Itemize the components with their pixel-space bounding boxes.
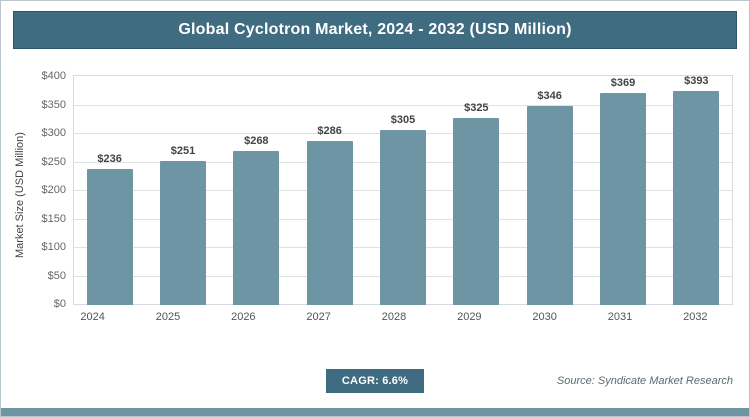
bar-value-label: $251 (170, 144, 196, 157)
y-tick-label: $200 (41, 184, 66, 196)
x-tick-label: 2029 (457, 311, 482, 323)
bar-column: $286 (293, 75, 366, 305)
x-tick-label: 2024 (80, 311, 105, 323)
bar-column: $236 (73, 75, 146, 305)
bar (379, 129, 426, 305)
y-tick-label: $400 (41, 70, 66, 82)
chart-section: Market Size (USD Million) $0 $50 $100 $150 $… (1, 49, 749, 310)
bar (86, 169, 133, 305)
x-tick-label: 2026 (231, 311, 256, 323)
bar (599, 92, 646, 305)
x-tick-label: 2031 (607, 311, 633, 323)
cagr-badge: CAGR: 6.6% (325, 369, 425, 393)
x-tick-label: 2032 (683, 311, 708, 323)
y-tick-label: $250 (41, 155, 66, 168)
bar-value-label: $286 (317, 124, 342, 137)
y-tick-label: $300 (41, 127, 66, 139)
bar-value-label: $325 (464, 102, 489, 115)
bar (233, 150, 280, 305)
bar-value-label: $236 (97, 153, 122, 166)
bar-column: $268 (220, 75, 293, 305)
bar-value-label: $369 (610, 76, 636, 89)
bottom-strip (1, 408, 749, 416)
bar-value-label: $305 (390, 113, 416, 126)
bar-column: $369 (586, 75, 659, 305)
y-tick-label: $50 (47, 269, 66, 282)
source-text: Source: Syndicate Market Research (556, 375, 733, 387)
y-axis-title: Market Size (USD Million) (14, 132, 26, 258)
bar (306, 140, 353, 305)
x-tick-label: 2028 (381, 311, 407, 323)
footer-row: CAGR: 6.6% Source: Syndicate Market Rese… (1, 368, 749, 394)
x-tick-label: 2027 (306, 311, 331, 323)
bar-column: $325 (440, 75, 513, 305)
y-tick-label: $0 (53, 298, 66, 310)
bar-value-label: $393 (684, 75, 709, 87)
bar (159, 160, 206, 305)
y-tick-label: $100 (41, 241, 66, 253)
bar-column: $346 (513, 75, 586, 305)
bar-value-label: $346 (537, 90, 562, 103)
y-tick-label: $150 (41, 212, 66, 225)
bar-column: $251 (146, 75, 219, 305)
chart-title-band: Global Cyclotron Market, 2024 - 2032 (US… (13, 11, 737, 49)
bars-row: $236 $251 $268 $286 $305 $325 $346 $369 $393 (73, 75, 733, 305)
y-tick-label: $350 (41, 98, 66, 111)
plot-wrap: $0 $50 $100 $150 $200 $250 $300 $350 $400 $236 $2… (42, 70, 733, 310)
x-tick-label: 2025 (155, 311, 181, 323)
bar (526, 106, 573, 305)
bar-value-label: $268 (244, 134, 269, 147)
x-axis-labels: 2024 2025 2026 2027 2028 2029 2030 2031 2032 (45, 311, 749, 323)
bar (673, 91, 720, 305)
chart-title: Global Cyclotron Market, 2024 - 2032 (US… (178, 21, 572, 38)
x-tick-label: 2030 (532, 311, 557, 323)
bar-column: $393 (660, 75, 733, 305)
bar-column: $305 (366, 75, 439, 305)
gridline (74, 104, 732, 106)
bar (453, 118, 500, 305)
